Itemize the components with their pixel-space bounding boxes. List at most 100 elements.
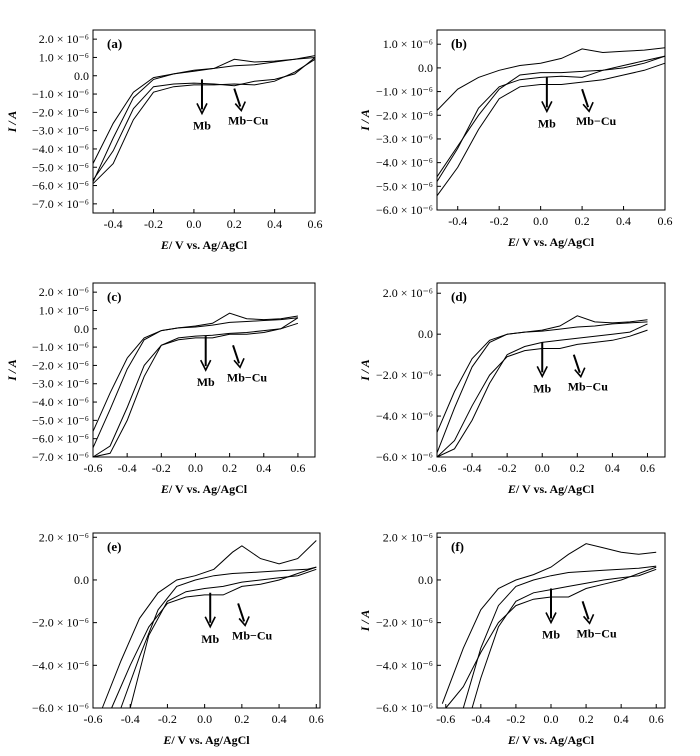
mbcu-arrow-shaft: [237, 603, 246, 622]
x-tick-label: -0.2: [152, 461, 171, 475]
x-tick-label: 0.2: [227, 217, 242, 231]
x-tick-label: -0.4: [448, 214, 467, 228]
mbcu-arrow-head: [238, 616, 250, 627]
mbcu-arrow-head: [233, 357, 245, 369]
x-tick-label: 0.6: [290, 461, 305, 475]
mb-arrow-head: [199, 359, 212, 372]
mb-arrow-head: [536, 366, 548, 379]
x-tick-label: 0.6: [640, 461, 655, 475]
chart-panel-a: -0.4 -0.2 0.0 0.2 0.4 0.6 2.0 × 10⁻⁶ 1.0 × 10⁻⁶…: [5, 29, 323, 252]
annotation-mb: Mb: [193, 118, 211, 132]
y-tick-label: −3.0 × 10⁻⁶: [32, 124, 89, 138]
cv-curve-4: [471, 568, 657, 709]
y-tick-label: −3.0 × 10⁻⁶: [32, 377, 89, 391]
x-axis-title: E/ V vs. Ag/AgCl: [160, 482, 248, 496]
annotation-mb-cu: Mb−Cu: [228, 114, 269, 128]
mb-arrow-head: [545, 612, 557, 625]
cv-curve-1: [441, 543, 657, 704]
y-tick-label: 2.0 × 10⁻⁶: [383, 286, 433, 300]
x-tick-label: 0.0: [544, 712, 559, 726]
chart-panel-f: -0.6 -0.4 -0.2 0.0 0.2 0.4 0.6 2.0 × 10⁻⁶ 0.0 −2.…: [358, 530, 666, 747]
x-tick-label: -0.4: [471, 712, 490, 726]
y-tick-label: −5.0 × 10⁻⁶: [32, 160, 89, 174]
plot-frame: [92, 29, 316, 214]
x-tick-label: 0.0: [186, 217, 201, 231]
y-tick-label: 0.0: [418, 327, 433, 341]
x-tick-label: 0.2: [570, 461, 585, 475]
y-tick-label: −7.0 × 10⁻⁶: [32, 197, 89, 211]
y-tick-label: −7.0 × 10⁻⁶: [32, 450, 89, 464]
y-tick-label: −6.0 × 10⁻⁶: [376, 450, 433, 464]
cv-curve-3: [462, 565, 657, 709]
cv-curve-4: [436, 55, 666, 182]
annotation-mb-cu: Mb−Cu: [568, 380, 609, 394]
x-tick-label: -0.6: [84, 461, 103, 475]
cv-curve-2: [92, 58, 316, 185]
x-tick-label: 0.2: [575, 214, 590, 228]
y-tick-label: −2.0 × 10⁻⁶: [32, 105, 89, 119]
x-tick-label: 0.4: [272, 712, 287, 726]
x-tick-label: 0.4: [614, 712, 629, 726]
y-tick-label: 0.0: [418, 573, 433, 587]
y-tick-label: −6.0 × 10⁻⁶: [376, 203, 433, 217]
y-tick-label: −2.0 × 10⁻⁶: [376, 616, 433, 630]
y-tick-label: −2.0 × 10⁻⁶: [32, 616, 89, 630]
x-tick-label: -0.4: [104, 217, 123, 231]
y-tick-label: −2.0 × 10⁻⁶: [376, 108, 433, 122]
y-tick-label: −2.0 × 10⁻⁶: [32, 358, 89, 372]
y-tick-label: 1.0 × 10⁻⁶: [39, 50, 89, 64]
y-axis-title: I / A: [358, 109, 372, 132]
y-tick-label: −6.0 × 10⁻⁶: [376, 701, 433, 715]
y-tick-label: 2.0 × 10⁻⁶: [39, 32, 89, 46]
x-tick-label: -0.4: [118, 461, 137, 475]
x-tick-label: -0.4: [121, 712, 140, 726]
x-tick-label: 0.6: [658, 214, 673, 228]
x-axis-title: E/ V vs. Ag/AgCl: [507, 733, 595, 747]
panel-label: (a): [107, 36, 122, 51]
cv-curve-3: [92, 57, 316, 164]
y-tick-label: 2.0 × 10⁻⁶: [383, 530, 433, 544]
y-tick-label: −6.0 × 10⁻⁶: [32, 701, 89, 715]
mb-arrow-head: [541, 101, 553, 114]
annotation-mb: Mb: [201, 632, 219, 646]
x-tick-label: 0.4: [256, 461, 271, 475]
x-tick-label: -0.2: [506, 712, 525, 726]
plot-frame: [436, 282, 666, 458]
y-tick-label: −4.0 × 10⁻⁶: [376, 156, 433, 170]
cv-curve-3: [92, 317, 298, 432]
mbcu-arrow-shaft: [233, 88, 242, 107]
mbcu-arrow-head: [574, 367, 586, 379]
cv-curve-1: [92, 312, 298, 449]
mbcu-arrow-head: [582, 101, 594, 113]
x-tick-label: -0.2: [158, 712, 177, 726]
y-tick-label: 0.0: [418, 61, 433, 75]
cv-curve-4: [92, 317, 299, 458]
y-axis-title: I / A: [358, 610, 372, 633]
chart-panel-b: -0.4 -0.2 0.0 0.2 0.4 0.6 1.0 × 10⁻⁶ 0.0 −1.0 × …: [358, 29, 673, 249]
y-tick-label: −5.0 × 10⁻⁶: [32, 413, 89, 427]
annotation-mb: Mb: [197, 375, 215, 389]
annotation-mb: Mb: [542, 627, 560, 641]
x-tick-label: 0.2: [222, 461, 237, 475]
y-tick-label: 0.0: [74, 69, 89, 83]
y-tick-label: −1.0 × 10⁻⁶: [32, 340, 89, 354]
y-tick-label: −6.0 × 10⁻⁶: [32, 432, 89, 446]
cv-curve-4: [129, 568, 317, 709]
annotation-mb: Mb: [538, 116, 556, 130]
cv-curve-2: [111, 566, 317, 709]
y-tick-label: 0.0: [74, 322, 89, 336]
y-tick-label: 0.0: [74, 573, 89, 587]
annotation-mb-cu: Mb−Cu: [576, 626, 617, 640]
cv-curve-3: [436, 55, 666, 178]
y-axis-title: I / A: [5, 111, 19, 134]
x-tick-label: 0.6: [309, 712, 324, 726]
y-axis-title: I / A: [5, 359, 19, 382]
x-tick-label: 0.2: [234, 712, 249, 726]
x-tick-label: 0.4: [605, 461, 620, 475]
x-tick-label: 0.4: [616, 214, 631, 228]
y-axis-title: I / A: [358, 359, 372, 382]
annotation-mb-cu: Mb−Cu: [227, 370, 268, 384]
annotation-mb-cu: Mb−Cu: [232, 628, 273, 642]
cv-curve-1: [436, 47, 666, 111]
